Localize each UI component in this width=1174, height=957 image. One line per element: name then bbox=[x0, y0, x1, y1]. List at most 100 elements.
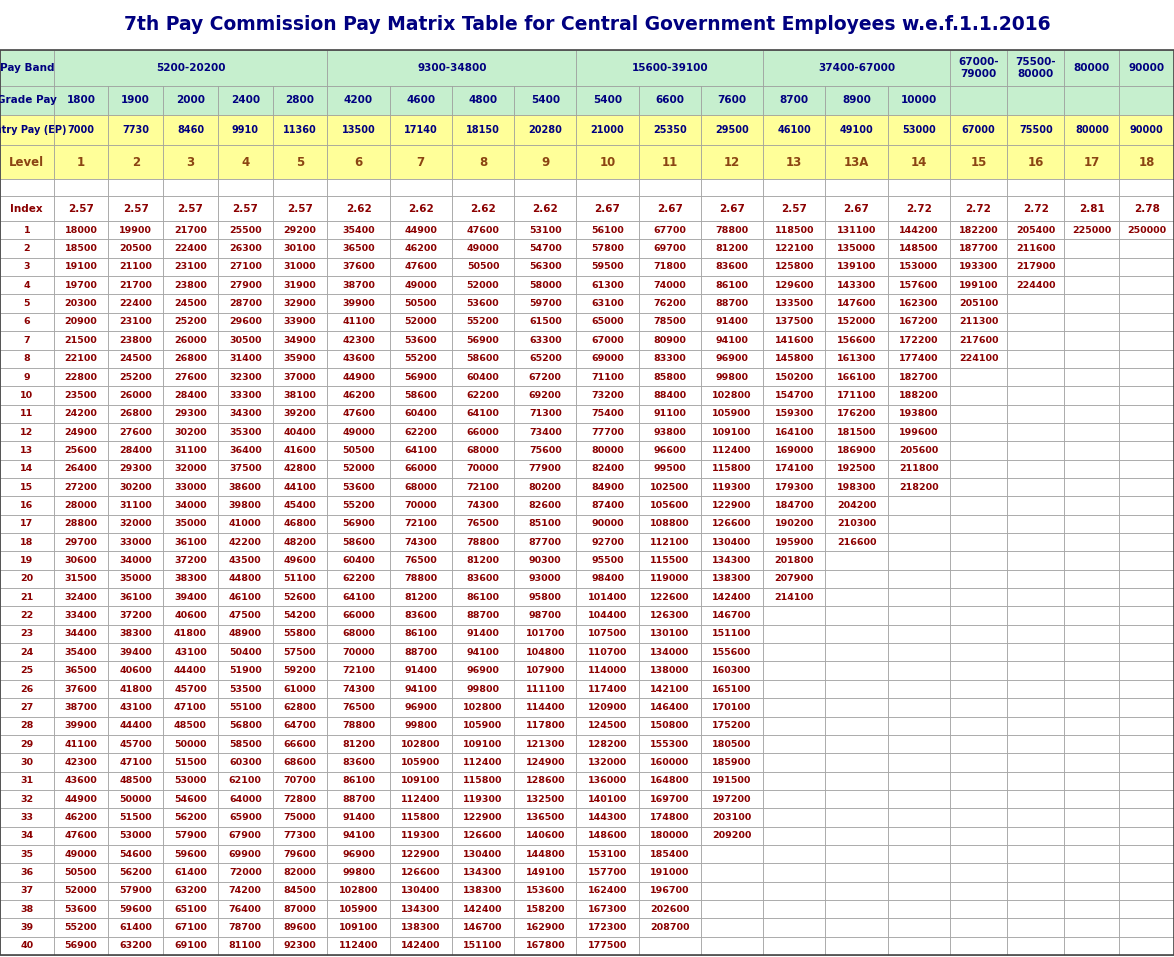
Bar bbox=[452, 497, 514, 515]
Text: 138300: 138300 bbox=[402, 924, 440, 932]
Text: 2.62: 2.62 bbox=[407, 204, 433, 213]
Bar bbox=[452, 881, 514, 900]
Text: 56100: 56100 bbox=[592, 226, 623, 234]
Bar bbox=[639, 569, 701, 588]
Text: 13: 13 bbox=[787, 156, 802, 168]
Bar bbox=[950, 643, 1007, 661]
Text: 91400: 91400 bbox=[716, 318, 749, 326]
Text: 63200: 63200 bbox=[120, 942, 153, 950]
Bar bbox=[328, 405, 390, 423]
Bar bbox=[1119, 569, 1174, 588]
Bar bbox=[1119, 533, 1174, 551]
Bar bbox=[272, 551, 328, 569]
Bar bbox=[328, 145, 390, 179]
Text: 23800: 23800 bbox=[120, 336, 153, 345]
Bar bbox=[452, 588, 514, 607]
Bar bbox=[825, 679, 888, 699]
Bar bbox=[825, 881, 888, 900]
Bar bbox=[1119, 349, 1174, 367]
Bar bbox=[888, 86, 950, 115]
Bar bbox=[763, 569, 825, 588]
Bar bbox=[763, 845, 825, 863]
Bar bbox=[218, 313, 272, 331]
Bar bbox=[1119, 753, 1174, 771]
Bar bbox=[825, 643, 888, 661]
Text: Grade Pay: Grade Pay bbox=[0, 96, 56, 105]
Text: 86100: 86100 bbox=[404, 630, 437, 638]
Text: 102800: 102800 bbox=[713, 390, 751, 400]
Bar bbox=[328, 588, 390, 607]
Bar bbox=[390, 257, 452, 277]
Text: 160300: 160300 bbox=[713, 666, 751, 675]
Bar bbox=[218, 845, 272, 863]
Text: 193300: 193300 bbox=[959, 262, 998, 272]
Text: 50500: 50500 bbox=[405, 300, 437, 308]
Bar bbox=[701, 679, 763, 699]
Bar bbox=[108, 331, 163, 349]
Text: 94100: 94100 bbox=[342, 832, 375, 840]
Text: 1800: 1800 bbox=[67, 96, 95, 105]
Text: 5400: 5400 bbox=[531, 96, 560, 105]
Text: 63200: 63200 bbox=[174, 886, 207, 896]
Bar bbox=[390, 569, 452, 588]
Bar bbox=[1007, 827, 1065, 845]
Bar bbox=[218, 699, 272, 717]
Text: 29700: 29700 bbox=[65, 538, 97, 546]
Text: 141600: 141600 bbox=[775, 336, 814, 345]
Text: 101700: 101700 bbox=[526, 630, 565, 638]
Bar bbox=[514, 625, 576, 643]
Text: 167200: 167200 bbox=[899, 318, 938, 326]
Text: 19900: 19900 bbox=[120, 226, 153, 234]
Text: 70000: 70000 bbox=[343, 648, 375, 657]
Text: 126300: 126300 bbox=[650, 612, 689, 620]
Bar bbox=[108, 533, 163, 551]
Bar bbox=[452, 809, 514, 827]
Text: 138300: 138300 bbox=[464, 886, 502, 896]
Text: 20280: 20280 bbox=[528, 125, 562, 135]
Text: 155300: 155300 bbox=[650, 740, 689, 748]
Text: 41100: 41100 bbox=[342, 318, 375, 326]
Text: 99800: 99800 bbox=[342, 868, 375, 877]
Bar bbox=[54, 145, 108, 179]
Bar bbox=[701, 86, 763, 115]
Text: 64100: 64100 bbox=[342, 592, 375, 602]
Bar bbox=[272, 196, 328, 221]
Bar bbox=[452, 735, 514, 753]
Bar bbox=[763, 533, 825, 551]
Text: 28: 28 bbox=[20, 722, 33, 730]
Bar bbox=[888, 441, 950, 459]
Bar bbox=[825, 753, 888, 771]
Bar bbox=[825, 441, 888, 459]
Text: 112400: 112400 bbox=[464, 758, 502, 767]
Bar bbox=[54, 478, 108, 497]
Bar bbox=[576, 827, 639, 845]
Text: 51100: 51100 bbox=[284, 574, 317, 584]
Text: 2000: 2000 bbox=[176, 96, 205, 105]
Bar bbox=[1065, 809, 1119, 827]
Text: 29300: 29300 bbox=[120, 464, 153, 474]
Text: 4: 4 bbox=[241, 156, 249, 168]
Bar bbox=[163, 459, 218, 478]
Bar bbox=[452, 295, 514, 313]
Bar bbox=[1007, 295, 1065, 313]
Bar bbox=[1119, 661, 1174, 679]
Bar bbox=[108, 196, 163, 221]
Bar bbox=[514, 900, 576, 919]
Bar bbox=[1007, 679, 1065, 699]
Bar bbox=[576, 809, 639, 827]
Text: 27: 27 bbox=[20, 702, 33, 712]
Bar bbox=[452, 919, 514, 937]
Text: 53600: 53600 bbox=[65, 904, 97, 914]
Text: 58000: 58000 bbox=[529, 280, 561, 290]
Bar bbox=[54, 717, 108, 735]
Bar bbox=[825, 497, 888, 515]
Bar bbox=[218, 569, 272, 588]
Text: 31100: 31100 bbox=[120, 501, 153, 510]
Bar bbox=[825, 331, 888, 349]
Bar bbox=[514, 387, 576, 405]
Bar bbox=[163, 367, 218, 387]
Text: 210300: 210300 bbox=[837, 520, 876, 528]
Bar bbox=[218, 145, 272, 179]
Bar bbox=[701, 313, 763, 331]
Text: 39900: 39900 bbox=[65, 722, 97, 730]
